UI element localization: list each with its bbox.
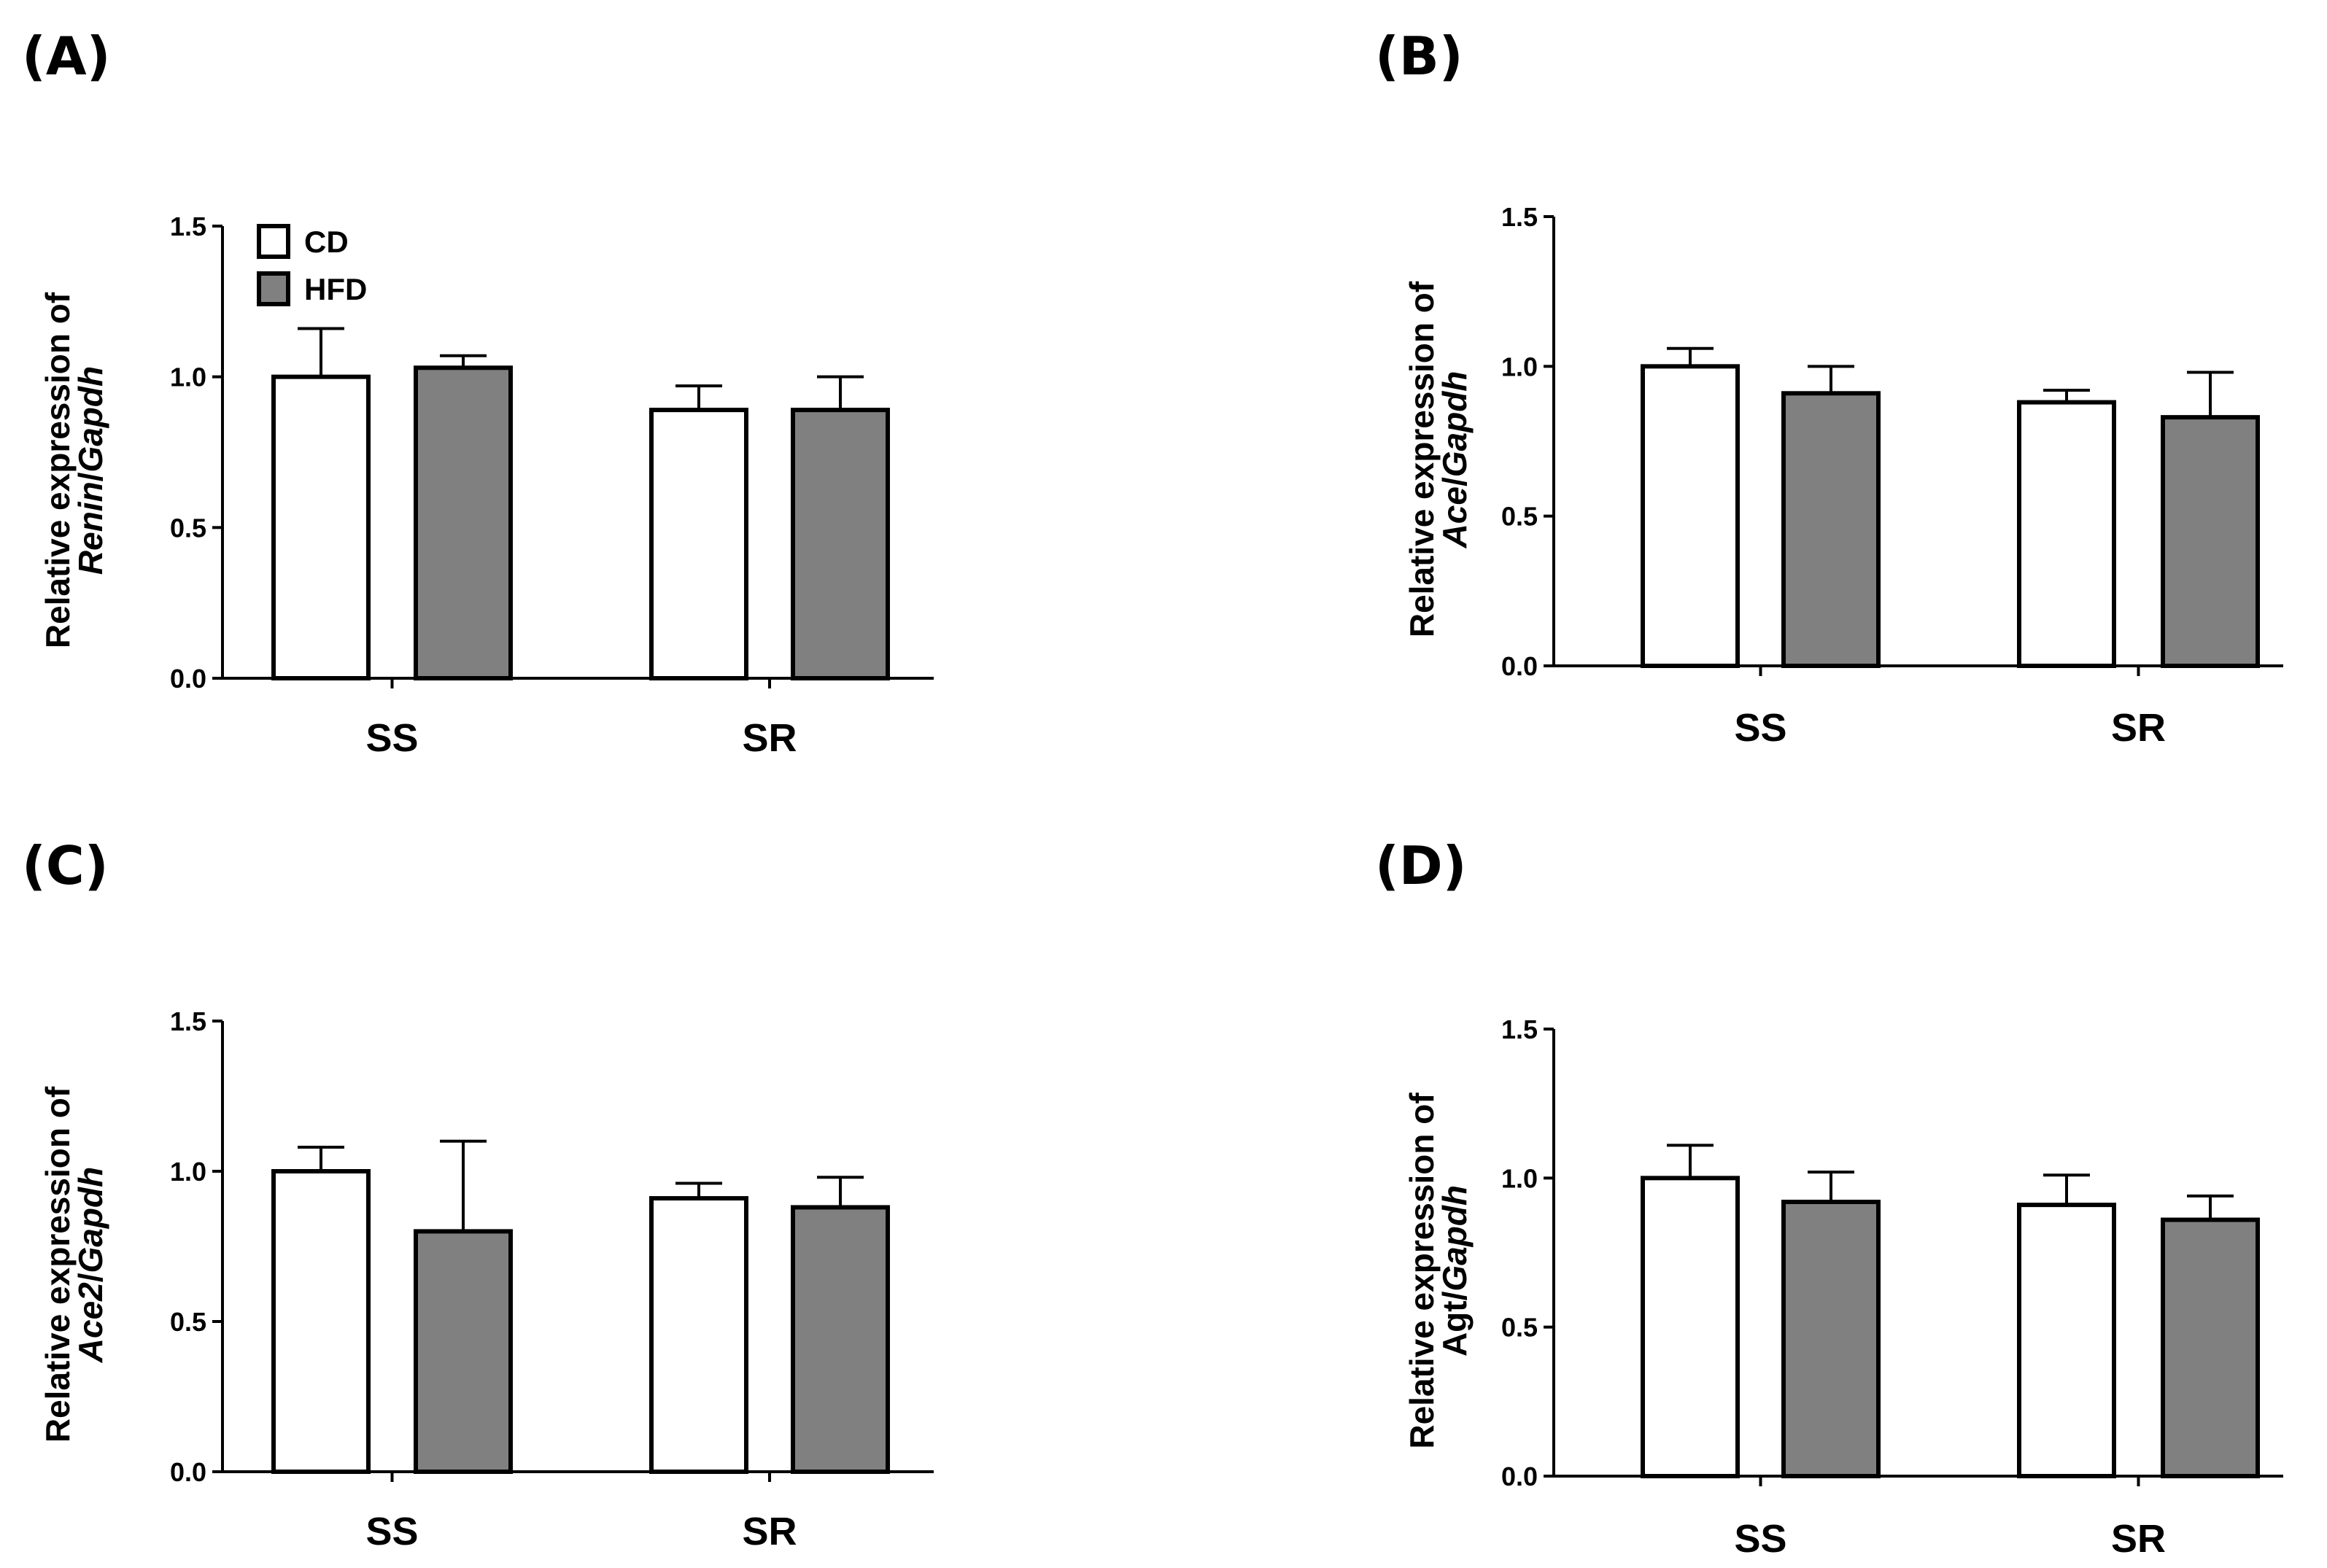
bar-hfd-sr xyxy=(791,1205,890,1474)
bar-hfd-sr xyxy=(791,408,890,681)
bar-hfd-sr xyxy=(2161,415,2260,668)
bar-cd-sr xyxy=(649,408,748,681)
y-axis-title: Relative expression of xyxy=(1403,1092,1441,1449)
bar-cd-ss xyxy=(1641,1176,1740,1479)
y-tick-label: 0.5 xyxy=(170,513,206,543)
y-tick-label: 1.0 xyxy=(1501,1163,1538,1193)
y-axis-title: Relative expression of xyxy=(1403,281,1441,637)
y-tick-label: 0.0 xyxy=(1501,651,1538,681)
y-axis-title: Relative expression of xyxy=(39,292,77,648)
y-axis-title-gene: Agt/Gapdh xyxy=(1436,1185,1474,1357)
category-label: SR xyxy=(742,1510,797,1553)
bar-hfd-ss xyxy=(1781,391,1881,668)
category-label: SS xyxy=(1734,1517,1786,1561)
bar-hfd-ss xyxy=(414,365,513,680)
bar-hfd-sr xyxy=(2161,1217,2260,1478)
panel-label: (A) xyxy=(22,26,111,87)
chart-panel-3: (D) 0.0 0.5 1.0 1.5 SS SR Relative expression o… xyxy=(1375,835,2283,1561)
panel-label: (C) xyxy=(22,835,109,896)
bar-cd-sr xyxy=(2017,1203,2116,1478)
category-label: SR xyxy=(2111,706,2166,750)
y-tick-label: 1.5 xyxy=(170,1006,206,1036)
y-tick-label: 1.0 xyxy=(170,362,206,392)
y-axis-title-gene: Renin/Gapdh xyxy=(71,366,109,575)
y-tick-label: 1.5 xyxy=(170,211,206,241)
category-label: SS xyxy=(365,716,418,760)
chart-panel-2: (C) 0.0 0.5 1.0 1.5 SS SR Relative expression o… xyxy=(22,835,934,1553)
bar-hfd-ss xyxy=(1781,1200,1881,1478)
chart-panel-0: (A) 0.0 0.5 1.0 1.5 SS SR Relative expression o… xyxy=(22,26,934,760)
bar-cd-sr xyxy=(649,1196,748,1474)
bar-cd-ss xyxy=(271,1169,371,1474)
bar-cd-sr xyxy=(2017,400,2116,668)
y-tick-label: 0.5 xyxy=(1501,1313,1538,1343)
bar-hfd-ss xyxy=(414,1229,513,1475)
y-axis-title-gene: Ace2/Gapdh xyxy=(71,1167,109,1363)
bar-cd-ss xyxy=(271,374,371,681)
category-label: SR xyxy=(2111,1517,2166,1561)
category-label: SS xyxy=(1734,706,1786,750)
y-tick-label: 0.5 xyxy=(170,1307,206,1337)
bar-cd-ss xyxy=(1641,364,1740,668)
legend-label: HFD xyxy=(304,272,367,306)
y-tick-label: 0.0 xyxy=(1501,1462,1538,1491)
y-tick-label: 0.5 xyxy=(1501,502,1538,532)
category-label: SR xyxy=(742,716,797,760)
y-tick-label: 1.0 xyxy=(1501,352,1538,381)
y-tick-label: 0.0 xyxy=(170,1457,206,1487)
panel-label: (B) xyxy=(1375,26,1463,87)
y-axis-title-gene: Ace/Gapdh xyxy=(1436,371,1474,549)
y-tick-label: 1.5 xyxy=(1501,202,1538,232)
y-axis-title: Relative expression of xyxy=(39,1086,77,1443)
legend-swatch-hfd xyxy=(257,271,290,306)
panel-label: (D) xyxy=(1375,835,1467,896)
y-tick-label: 1.0 xyxy=(170,1157,206,1187)
category-label: SS xyxy=(365,1510,418,1553)
legend-label: CD xyxy=(304,225,349,259)
legend-swatch-cd xyxy=(257,224,290,259)
chart-panel-1: (B) 0.0 0.5 1.0 1.5 SS SR Relative expression o… xyxy=(1375,26,2283,750)
y-tick-label: 1.5 xyxy=(1501,1014,1538,1044)
legend: CD HFD xyxy=(257,224,367,306)
y-tick-label: 0.0 xyxy=(170,664,206,694)
